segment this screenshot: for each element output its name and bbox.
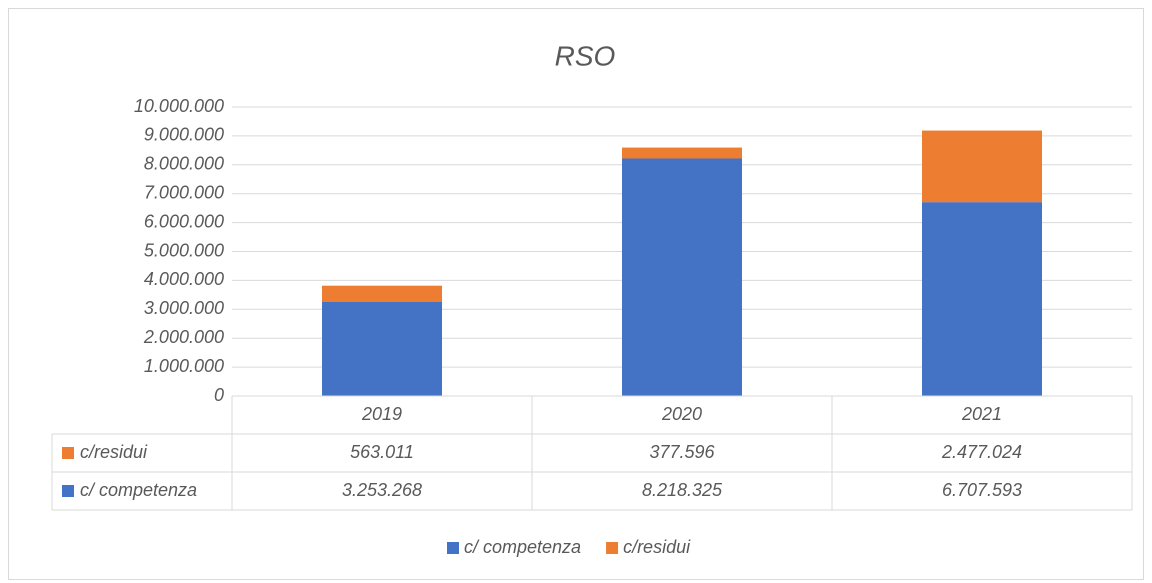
- x-tick-label: 2021: [961, 404, 1002, 424]
- y-tick-label: 7.000.000: [144, 182, 224, 202]
- legend-label: c/residui: [623, 537, 691, 557]
- y-tick-label: 3.000.000: [144, 298, 224, 318]
- bar: [922, 130, 1042, 203]
- table-cell: 563.011: [350, 442, 414, 462]
- y-tick-label: 9.000.000: [144, 125, 224, 145]
- legend-label: c/ competenza: [464, 537, 581, 557]
- y-tick-label: 2.000.000: [143, 327, 224, 347]
- table-cell: 8.218.325: [642, 480, 723, 500]
- legend-key: [447, 542, 459, 554]
- table-legend-key: [62, 485, 74, 497]
- chart-title: RSO: [555, 40, 616, 71]
- y-tick-label: 6.000.000: [144, 211, 224, 231]
- y-tick-label: 1.000.000: [144, 356, 224, 376]
- table-row-label: c/residui: [80, 442, 148, 462]
- table-cell: 6.707.593: [942, 480, 1022, 500]
- table-row-label: c/ competenza: [80, 480, 197, 500]
- legend-key: [606, 542, 619, 554]
- bar: [622, 158, 742, 396]
- y-tick-label: 8.000.000: [144, 154, 224, 174]
- bar: [922, 202, 1042, 396]
- table-cell: 2.477.024: [941, 442, 1022, 462]
- table-legend-key: [62, 447, 74, 459]
- x-tick-label: 2020: [661, 404, 702, 424]
- y-tick-label: 4.000.000: [144, 269, 224, 289]
- bar: [622, 147, 742, 159]
- y-tick-label: 5.000.000: [144, 240, 224, 260]
- y-tick-label: 0: [214, 385, 224, 405]
- y-tick-label: 10.000.000: [134, 96, 224, 116]
- x-tick-label: 2019: [361, 404, 402, 424]
- bar: [322, 285, 442, 302]
- bar: [322, 301, 442, 396]
- table-cell: 3.253.268: [342, 480, 422, 500]
- table-cell: 377.596: [649, 442, 715, 462]
